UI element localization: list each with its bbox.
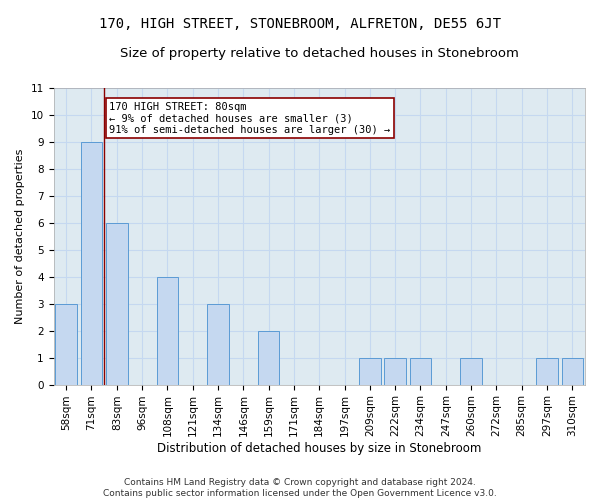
- Bar: [106, 223, 128, 384]
- Text: 170, HIGH STREET, STONEBROOM, ALFRETON, DE55 6JT: 170, HIGH STREET, STONEBROOM, ALFRETON, …: [99, 18, 501, 32]
- Bar: [460, 358, 482, 384]
- Bar: [81, 142, 102, 384]
- X-axis label: Distribution of detached houses by size in Stonebroom: Distribution of detached houses by size …: [157, 442, 481, 455]
- Bar: [536, 358, 558, 384]
- Bar: [562, 358, 583, 384]
- Bar: [258, 330, 280, 384]
- Text: 170 HIGH STREET: 80sqm
← 9% of detached houses are smaller (3)
91% of semi-detac: 170 HIGH STREET: 80sqm ← 9% of detached …: [109, 102, 391, 134]
- Text: Contains HM Land Registry data © Crown copyright and database right 2024.
Contai: Contains HM Land Registry data © Crown c…: [103, 478, 497, 498]
- Bar: [207, 304, 229, 384]
- Bar: [55, 304, 77, 384]
- Bar: [157, 277, 178, 384]
- Y-axis label: Number of detached properties: Number of detached properties: [15, 148, 25, 324]
- Bar: [359, 358, 380, 384]
- Bar: [410, 358, 431, 384]
- Bar: [385, 358, 406, 384]
- Title: Size of property relative to detached houses in Stonebroom: Size of property relative to detached ho…: [120, 48, 519, 60]
